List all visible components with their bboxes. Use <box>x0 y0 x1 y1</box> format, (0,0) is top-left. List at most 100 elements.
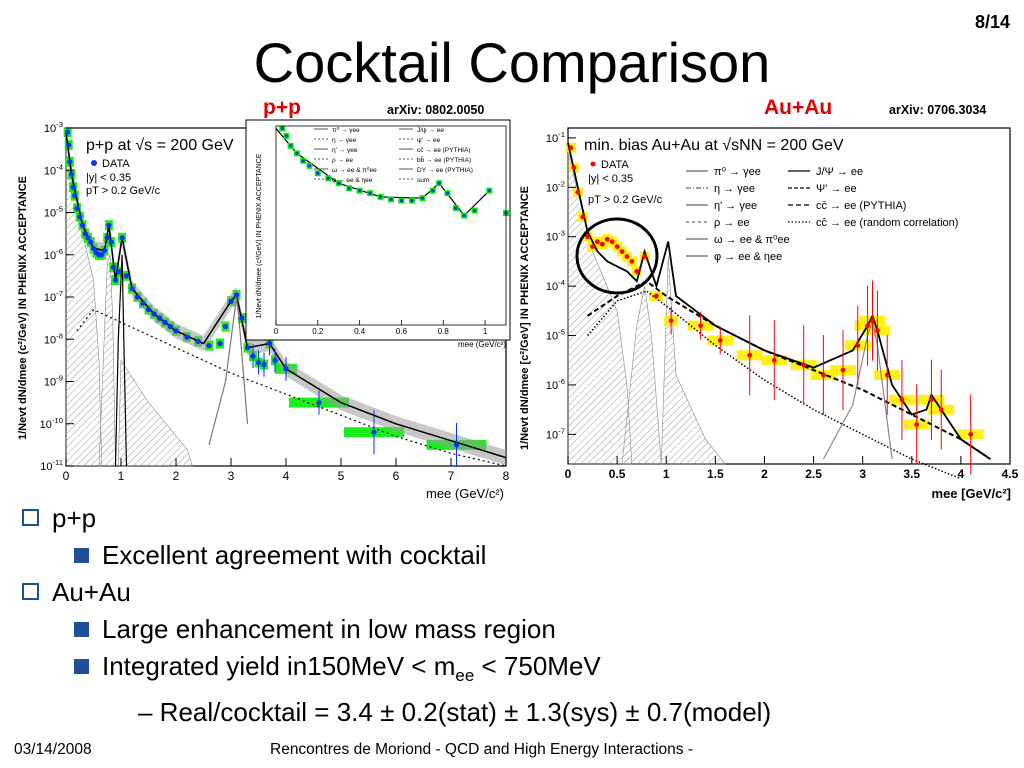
pp-x-tick-label: 6 <box>393 469 400 483</box>
au-y-tick-label: 10-7 <box>546 426 565 441</box>
au-data-point <box>624 254 630 259</box>
pp-data-point <box>123 273 130 279</box>
pp-data-point <box>108 239 114 245</box>
pp-inset-legend-entry: φ → ee & ηee <box>332 177 373 184</box>
pp-legend-data-marker <box>91 160 97 166</box>
au-data-point <box>717 338 723 343</box>
pp-inset-data-point <box>358 189 362 193</box>
au-data-point <box>580 214 586 220</box>
pp-inset-legend-entry: π⁰ → γee <box>332 126 360 134</box>
pp-data-point <box>66 142 72 148</box>
bullet-pp-sub: Excellent agreement with cocktail <box>18 537 1008 574</box>
au-x-tick-label: 1 <box>663 467 670 481</box>
au-y-tick-label: 10-3 <box>546 229 565 244</box>
auau-legend-entry: η' → γee <box>714 200 757 212</box>
pp-inset-legend-entry: η' → γee <box>332 147 358 154</box>
pp-cut-rapidity: |y| < 0.35 <box>86 172 131 184</box>
auau-legend-entry: ρ → ee <box>714 217 750 229</box>
bullet-auau-sub1: Large enhancement in low mass region <box>18 611 1008 648</box>
pp-data-point <box>167 323 174 330</box>
au-y-tick-label: 10-1 <box>546 130 565 145</box>
bullet-auau-sub2: Integrated yield in150MeV < mee < 750MeV <box>18 648 1008 694</box>
pp-data-point <box>156 315 163 321</box>
pp-data-point <box>250 353 256 359</box>
pp-data-point <box>104 235 110 241</box>
au-data-point <box>614 244 620 249</box>
pp-inset-data-point <box>284 134 289 138</box>
pp-x-tick-label: 0 <box>63 469 70 483</box>
pp-data-point <box>90 245 97 252</box>
auau-arxiv-reference: arXiv: 0706.3034 <box>889 103 987 117</box>
pp-inset-x-tick-label: 0.2 <box>312 327 324 336</box>
au-data-point <box>884 372 890 378</box>
pp-inset-legend-entry: ω → ee & π⁰ee <box>332 166 377 174</box>
square-bullet-icon <box>74 622 89 637</box>
pp-inset-data-point <box>368 191 372 195</box>
au-hatched-component-2 <box>661 256 726 465</box>
pp-data-point <box>88 239 94 245</box>
auau-chart-title: min. bias Au+Au at √sNN = 200 GeV <box>584 137 844 154</box>
pp-x-tick-label: 5 <box>338 469 345 483</box>
pp-data-point <box>151 311 157 317</box>
pp-inset-data-point <box>389 197 393 201</box>
auau-legend-data: DATA <box>601 159 629 171</box>
enhancement-circle <box>575 217 659 295</box>
au-x-tick-label: 2 <box>761 467 768 481</box>
auau-legend-data-marker <box>590 161 596 167</box>
pp-y-tick-label: 10-7 <box>44 289 63 304</box>
pp-inset-legend-entry: DY → ee (PYTHIA) <box>417 167 473 174</box>
pp-inset-legend-entry: J/ψ → ee <box>417 127 444 134</box>
footer-text: Rencontres de Moriond - QCD and High Ene… <box>270 741 694 758</box>
pp-data-point <box>255 359 262 366</box>
auau-x-axis-label: mee [GeV/c²] <box>932 486 1011 501</box>
pp-data-point <box>266 340 273 347</box>
bullet-pp: p+p <box>18 500 1008 537</box>
pp-panel-label: p+p <box>263 96 301 119</box>
pp-inset-legend-entry: ρ → ee <box>332 157 353 164</box>
pp-inset: 0 0.2 0.4 0.6 0.8 1 1/Nevt dN/dmee (c²/GeV) I… <box>245 119 511 349</box>
pp-chart-title: p+p at √s = 200 GeV <box>86 137 234 154</box>
auau-legend-entry: η → γee <box>714 183 755 195</box>
pp-data-point <box>228 298 234 304</box>
au-data-point <box>599 241 605 247</box>
au-data-point <box>668 318 674 324</box>
auau-legend-entry: cc̄ → ee (PYTHIA) <box>816 200 906 212</box>
pp-y-tick-label: 10-5 <box>44 205 63 220</box>
pp-x-tick-label: 8 <box>503 469 510 483</box>
pp-data-point <box>70 184 76 190</box>
pp-inset-data-point <box>445 191 450 195</box>
pp-inset-data-point <box>301 159 305 163</box>
pp-data-point <box>453 442 460 448</box>
pp-inset-data-point <box>410 199 414 203</box>
pp-y-axis-label: 1/Nevt dN/dmee (c²/GeV) IN PHENIX ACCEPT… <box>17 176 29 440</box>
au-data-point <box>575 189 581 195</box>
au-data-point <box>899 397 905 403</box>
au-data-point <box>568 145 574 151</box>
pp-data-point <box>77 214 83 220</box>
pp-x-tick-label: 7 <box>448 469 455 483</box>
au-curve-j-ee <box>822 318 893 460</box>
pp-inset-data-point <box>316 171 320 175</box>
pp-y-tick-label: 10-10 <box>40 416 63 431</box>
pp-data-point <box>140 300 146 306</box>
au-y-tick-label: 10-6 <box>546 377 565 392</box>
pp-data-point <box>244 345 251 351</box>
auau-panel-label: Au+Au <box>764 96 833 119</box>
pp-inset-data-point <box>378 195 383 199</box>
pp-data-point <box>283 366 289 372</box>
au-data-point <box>870 318 875 324</box>
pp-inset-data-point <box>289 144 293 148</box>
pp-data-point <box>162 319 168 325</box>
pp-inset-x-tick-label: 0.8 <box>438 327 450 336</box>
pp-data-point <box>85 235 91 241</box>
pp-inset-x-tick-label: 0.4 <box>354 327 366 336</box>
pp-data-point <box>119 235 125 241</box>
auau-chart: 0 0.5 1 1.5 2 2.5 3 3.5 4 4.5 10-7 10-6 10-5 10-4 10-3… <box>516 118 1022 504</box>
pp-y-tick-label: 10-8 <box>44 331 63 346</box>
au-data-point <box>654 293 659 299</box>
pp-data-point <box>316 400 322 406</box>
pp-data-point <box>272 357 278 363</box>
au-data-point <box>840 367 846 373</box>
pp-inset-data-point <box>454 206 458 210</box>
pp-chart: 0 1 2 3 4 5 6 7 8 10-11 10-10 10-9 10-8 10-7 10-6 10-5 1… <box>14 118 512 504</box>
